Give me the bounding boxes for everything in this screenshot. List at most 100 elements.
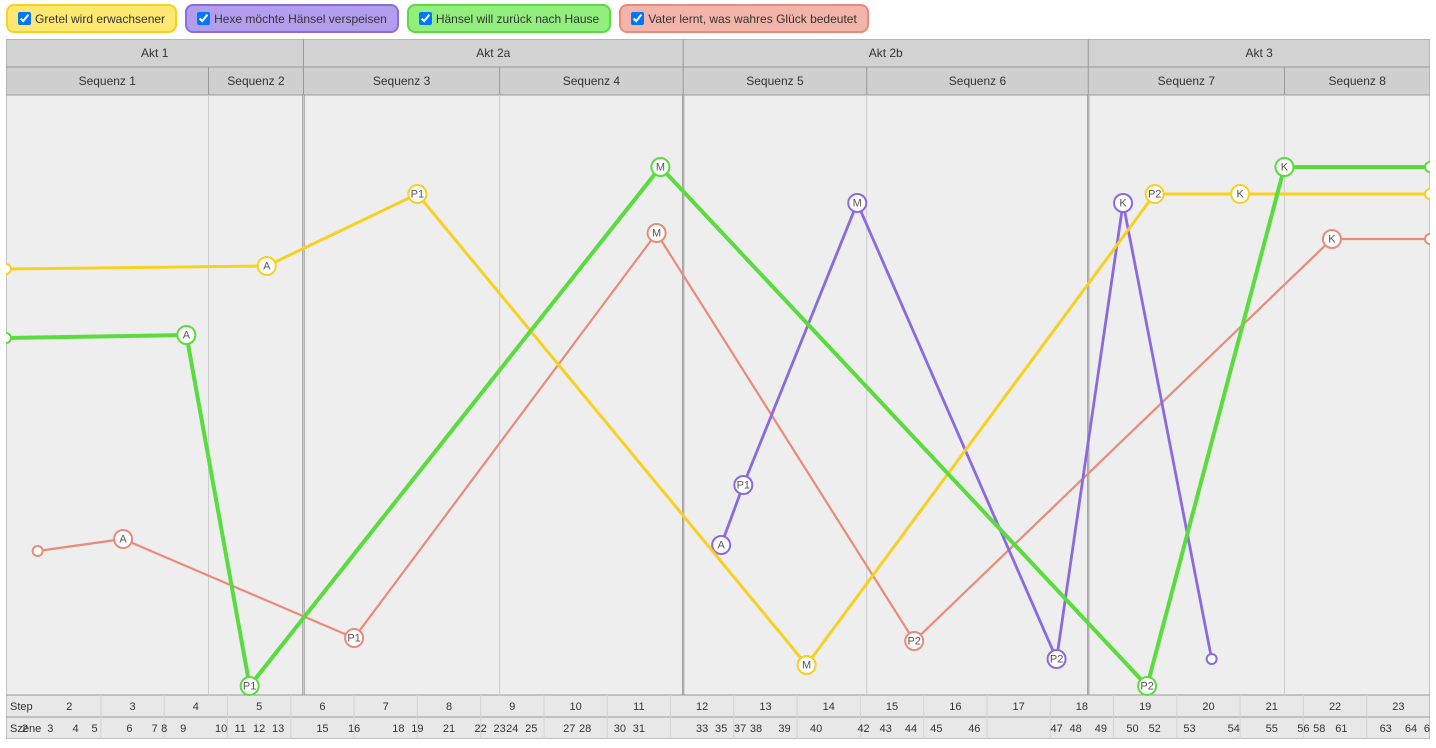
marker-gretel-edge [6, 264, 11, 274]
szene-label-13: 13 [272, 723, 284, 735]
step-label-6: 6 [319, 701, 325, 713]
series-legend: Gretel wird erwachsener Hexe möchte Häns… [6, 4, 1430, 33]
szene-label-4: 4 [73, 723, 79, 735]
szene-label-50: 50 [1126, 723, 1138, 735]
szene-label-11: 11 [234, 723, 245, 735]
marker-label-haensel-P1: P1 [243, 681, 256, 693]
marker-vater-edge [1425, 234, 1430, 244]
legend-label-hexe: Hexe möchte Hänsel verspeisen [214, 12, 387, 26]
marker-label-gretel-M: M [802, 660, 811, 672]
marker-label-vater-A: A [119, 534, 127, 546]
marker-label-hexe-K: K [1119, 198, 1127, 210]
step-label-17: 17 [1012, 701, 1024, 713]
szene-label-3: 3 [47, 723, 53, 735]
legend-label-gretel: Gretel wird erwachsener [35, 12, 165, 26]
szene-label-49: 49 [1095, 723, 1107, 735]
szene-label-15: 15 [316, 723, 328, 735]
step-label-19: 19 [1139, 701, 1151, 713]
szene-label-55: 55 [1266, 723, 1278, 735]
szene-label-5: 5 [92, 723, 98, 735]
marker-label-haensel-K: K [1281, 162, 1289, 174]
step-label-5: 5 [256, 701, 262, 713]
legend-label-vater: Vater lernt, was wahres Glück bedeutet [648, 12, 857, 26]
act-header-4: Akt 3 [1245, 46, 1273, 60]
marker-label-hexe-P2: P2 [1050, 654, 1063, 666]
step-label-15: 15 [886, 701, 898, 713]
marker-label-vater-P1: P1 [347, 633, 360, 645]
sequence-header-2: Sequenz 2 [227, 74, 285, 88]
plot-background [6, 95, 1430, 695]
szene-label-33: 33 [696, 723, 708, 735]
story-arc-chart: Akt 1 Akt 2a Akt 2b Akt 3 Sequenz 1 Sequenz 2… [6, 39, 1430, 739]
marker-label-hexe-A: A [717, 540, 725, 552]
szene-label-38: 38 [750, 723, 762, 735]
marker-label-haensel-P2: P2 [1140, 681, 1153, 693]
szene-label-37: 37 [734, 723, 746, 735]
marker-label-gretel-P2: P2 [1148, 189, 1161, 201]
marker-hexe-dot [1207, 654, 1217, 664]
legend-toggle-vater[interactable]: Vater lernt, was wahres Glück bedeutet [619, 4, 869, 33]
legend-checkbox-gretel[interactable] [18, 12, 31, 25]
szene-label-61: 61 [1335, 723, 1347, 735]
step-label-14: 14 [823, 701, 835, 713]
step-label-Step: Step [10, 701, 33, 713]
legend-label-haensel: Hänsel will zurück nach Hause [436, 12, 599, 26]
step-label-11: 11 [633, 701, 644, 713]
szene-label-58: 58 [1313, 723, 1325, 735]
marker-label-vater-P2: P2 [907, 636, 920, 648]
marker-label-haensel-A: A [183, 330, 191, 342]
sequence-header-7: Sequenz 7 [1158, 74, 1216, 88]
szene-label-43: 43 [880, 723, 892, 735]
szene-label-35: 35 [715, 723, 727, 735]
step-label-3: 3 [130, 701, 136, 713]
legend-toggle-gretel[interactable]: Gretel wird erwachsener [6, 4, 177, 33]
szene-label-39: 39 [778, 723, 790, 735]
szene-label-24: 24 [506, 723, 518, 735]
szene-label-52: 52 [1149, 723, 1161, 735]
szene-label-16: 16 [348, 723, 360, 735]
szene-label-54: 54 [1228, 723, 1240, 735]
step-label-13: 13 [759, 701, 771, 713]
szene-label-53: 53 [1183, 723, 1195, 735]
marker-haensel-edge [1425, 162, 1430, 172]
step-label-2: 2 [66, 701, 72, 713]
marker-label-hexe-P1: P1 [737, 480, 750, 492]
step-label-23: 23 [1392, 701, 1404, 713]
legend-toggle-hexe[interactable]: Hexe möchte Hänsel verspeisen [185, 4, 399, 33]
szene-label-45: 45 [930, 723, 942, 735]
szene-label-40: 40 [810, 723, 822, 735]
step-label-9: 9 [509, 701, 515, 713]
szene-label-42: 42 [857, 723, 869, 735]
legend-checkbox-vater[interactable] [631, 12, 644, 25]
legend-checkbox-haensel[interactable] [419, 12, 432, 25]
legend-toggle-haensel[interactable]: Hänsel will zurück nach Hause [407, 4, 611, 33]
sequence-header-4: Sequenz 4 [563, 74, 621, 88]
step-label-4: 4 [193, 701, 199, 713]
szene-label-27: 27 [563, 723, 575, 735]
szene-label-28: 28 [579, 723, 591, 735]
szene-label-19: 19 [411, 723, 423, 735]
step-label-7: 7 [383, 701, 389, 713]
step-label-21: 21 [1266, 701, 1278, 713]
step-label-20: 20 [1202, 701, 1214, 713]
step-label-8: 8 [446, 701, 452, 713]
act-header-3: Akt 2b [869, 46, 903, 60]
szene-label-9: 9 [180, 723, 186, 735]
szene-label-56: 56 [1297, 723, 1309, 735]
marker-label-gretel-A: A [263, 261, 271, 273]
marker-vater-dot [33, 546, 43, 556]
szene-label-23: 23 [494, 723, 506, 735]
marker-label-hexe-M: M [853, 198, 862, 210]
act-header-1: Akt 1 [141, 46, 169, 60]
sequence-header-1: Sequenz 1 [79, 74, 137, 88]
szene-label-44: 44 [905, 723, 917, 735]
legend-checkbox-hexe[interactable] [197, 12, 210, 25]
szene-label-21: 21 [443, 723, 455, 735]
szene-label-64: 64 [1405, 723, 1417, 735]
szene-label-10: 10 [215, 723, 227, 735]
sequence-header-8: Sequenz 8 [1329, 74, 1387, 88]
szene-label-25: 25 [525, 723, 537, 735]
step-label-22: 22 [1329, 701, 1341, 713]
szene-label-48: 48 [1069, 723, 1081, 735]
act-header-2: Akt 2a [476, 46, 510, 60]
